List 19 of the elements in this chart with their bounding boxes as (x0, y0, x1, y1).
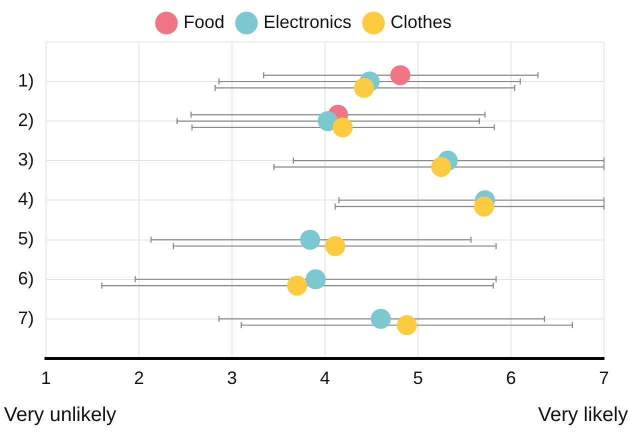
y-tick-label: 4) (18, 189, 34, 210)
legend-label: Food (183, 12, 224, 32)
y-tick-label: 1) (18, 70, 34, 91)
text: Very likely (538, 404, 628, 427)
y-tick-label: 7) (18, 308, 34, 328)
text: Very unlikely (4, 404, 116, 427)
legend-label: Electronics (263, 12, 352, 32)
x-tick-label: 1 (40, 368, 52, 388)
y-tick-label: 5) (18, 228, 34, 249)
x-tick-label: 3 (226, 368, 238, 388)
x-tick-label: 6 (506, 368, 516, 388)
y-tick-label: 3) (18, 150, 34, 170)
y-tick-label: 2) (18, 110, 34, 130)
x-tick-label: 7 (598, 368, 610, 388)
x-tick-label: 2 (134, 368, 144, 388)
x-tick-label: 5 (412, 368, 424, 388)
x-tick-label: 4 (320, 368, 330, 388)
legend-label: Clothes (390, 12, 452, 32)
y-tick-label: 6) (18, 268, 34, 288)
